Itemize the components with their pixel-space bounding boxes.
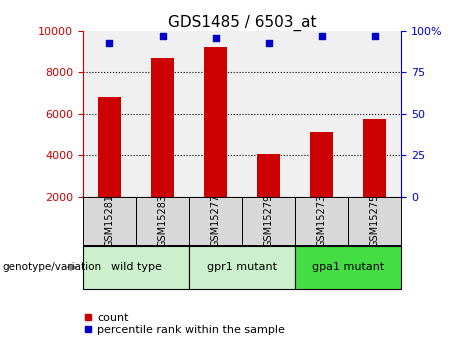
Text: GSM15275: GSM15275 (370, 194, 379, 247)
Text: gpr1 mutant: gpr1 mutant (207, 263, 277, 272)
Bar (98, 97, 121, 197)
Bar (136, 197, 189, 245)
Text: gpa1 mutant: gpa1 mutant (312, 263, 384, 272)
Bar (310, 132, 333, 197)
Point (159, 33, 166, 39)
Bar (257, 154, 280, 197)
Bar (242, 197, 295, 245)
Text: wild type: wild type (111, 263, 161, 272)
Text: GSM15273: GSM15273 (317, 194, 326, 247)
Title: GDS1485 / 6503_at: GDS1485 / 6503_at (168, 15, 316, 31)
Text: GSM15281: GSM15281 (105, 194, 114, 247)
Point (371, 33, 378, 39)
Bar (83, 197, 136, 245)
Text: GSM15283: GSM15283 (158, 194, 167, 247)
Text: GSM15277: GSM15277 (211, 194, 220, 247)
Bar (295, 197, 348, 245)
Bar (295, 246, 401, 289)
Bar (83, 246, 189, 289)
Point (212, 35, 219, 40)
Bar (348, 197, 401, 245)
Bar (189, 246, 295, 289)
Text: genotype/variation: genotype/variation (2, 263, 101, 272)
Point (265, 40, 272, 46)
Point (106, 40, 113, 46)
Bar (363, 119, 386, 197)
Point (318, 33, 325, 39)
Text: GSM15279: GSM15279 (264, 194, 273, 247)
Bar (189, 197, 242, 245)
Legend: count, percentile rank within the sample: count, percentile rank within the sample (79, 308, 290, 339)
Bar (204, 47, 227, 197)
Bar (151, 58, 174, 197)
